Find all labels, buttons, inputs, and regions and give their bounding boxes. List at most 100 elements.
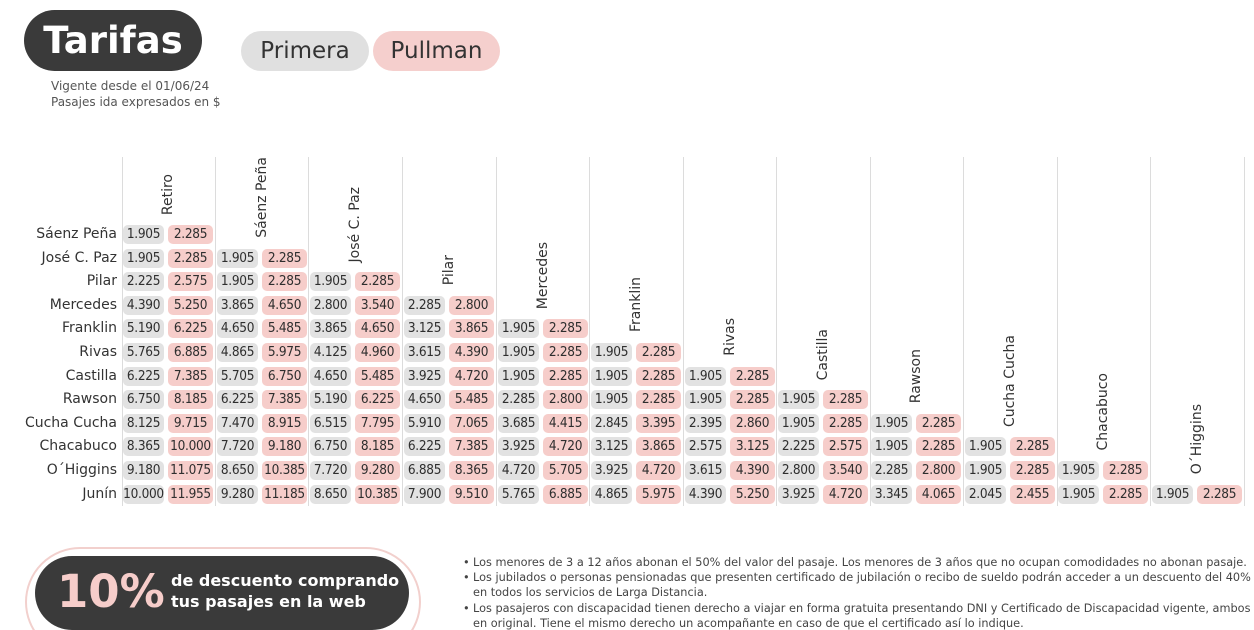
note-item: Los menores de 3 a 12 años abonan el 50%… [463,555,1253,570]
fare-primera: 1.905 [498,366,539,386]
column-divider [1244,157,1245,506]
column-header-label: Castilla [815,328,831,380]
fare-primera: 3.925 [404,366,445,386]
fare-primera: 4.390 [123,295,164,315]
fare-pullman: 2.285 [1010,437,1055,457]
promo-percent: 10% [57,565,165,618]
fare-pullman: 2.285 [730,366,775,386]
fare-pullman: 2.285 [262,272,307,292]
promo-line-2: tus pasajes en la web [171,592,366,611]
fare-pullman: 4.650 [262,295,307,315]
fare-pullman: 6.225 [355,390,400,410]
units-note: Pasajes ida expresados en $ [51,95,221,109]
fare-primera: 3.615 [685,461,726,480]
page-title: Tarifas [24,10,202,71]
column-header-label: José C. Paz [347,186,363,262]
fare-pullman: 2.800 [916,461,961,480]
fare-pullman: 9.510 [449,484,494,504]
fare-primera: 2.285 [404,295,445,315]
fare-pullman: 2.285 [1103,461,1148,480]
fare-pullman: 10.385 [355,484,400,504]
row-label: O´Higgins [46,462,117,478]
promo-banner [35,556,409,630]
fare-pullman: 2.285 [168,248,213,268]
fare-pullman: 8.185 [168,390,213,410]
fare-pullman: 4.960 [355,343,400,362]
note-item: Los jubilados o personas pensionadas que… [463,570,1253,600]
fare-primera: 4.865 [217,343,258,362]
column-header: Rivas [718,216,742,356]
fare-primera: 3.865 [217,295,258,315]
fare-primera: 4.650 [404,390,445,410]
row-label: Sáenz Peña [36,226,117,242]
fare-pullman: 2.800 [543,390,588,410]
column-header: Castilla [811,240,835,380]
valid-from-text: Vigente desde el 01/06/24 [51,79,210,93]
fare-primera: 2.800 [778,461,819,480]
fare-primera: 5.765 [123,343,164,362]
fare-pullman: 11.075 [168,461,213,480]
column-header: José C. Paz [343,122,367,262]
fare-pullman: 4.720 [636,461,681,480]
fare-primera: 3.125 [404,319,445,339]
fare-pullman: 7.385 [262,390,307,410]
column-header-label: Pilar [441,254,457,285]
fare-primera: 2.575 [685,437,726,457]
fare-pullman: 4.415 [543,413,588,433]
fare-primera: 9.280 [217,484,258,504]
fare-pullman: 3.540 [823,461,868,480]
column-divider [963,157,964,506]
column-header-label: Mercedes [535,241,551,309]
column-header: Mercedes [531,169,555,309]
fare-primera: 6.225 [217,390,258,410]
row-label: Cucha Cucha [24,414,117,431]
column-divider [776,157,777,506]
row-label: Mercedes [49,296,117,313]
fare-primera: 1.905 [871,413,912,433]
promo-line-1: de descuento comprando [171,571,400,590]
fare-pullman: 2.285 [916,413,961,433]
column-header-label: O´Higgins [1189,403,1205,474]
row-label: Franklin [61,320,117,337]
row-label: Rivas [79,344,117,360]
fare-primera: 1.905 [591,366,632,386]
fare-primera: 1.905 [217,248,258,268]
fare-primera: 1.905 [498,343,539,362]
fare-pullman: 10.385 [262,461,307,480]
fare-primera: 2.285 [498,390,539,410]
column-header-label: Chacabuco [1095,373,1111,451]
fare-primera: 2.045 [965,484,1006,504]
fare-pullman: 5.975 [262,343,307,362]
fare-pullman: 3.865 [636,437,681,457]
fare-primera: 1.905 [685,366,726,386]
column-header-label: Rawson [908,348,924,403]
fare-primera: 3.345 [871,484,912,504]
fare-primera: 8.125 [123,413,164,433]
fare-pullman: 7.385 [168,366,213,386]
column-header-label: Cucha Cucha [1002,334,1018,427]
fare-pullman: 4.650 [355,319,400,339]
fare-primera: 1.905 [778,413,819,433]
fare-primera: 4.865 [591,484,632,504]
fare-primera: 7.720 [310,461,351,480]
row-label: Junín [82,485,117,502]
column-header: Retiro [156,75,180,215]
fare-pullman: 6.750 [262,366,307,386]
fare-primera: 1.905 [310,272,351,292]
fare-primera: 4.125 [310,343,351,362]
fare-primera: 4.650 [310,366,351,386]
row-label: Pilar [86,273,117,290]
fare-primera: 2.285 [871,461,912,480]
column-header: O´Higgins [1185,334,1209,474]
column-header-label: Retiro [160,173,176,215]
fare-pullman: 2.285 [543,343,588,362]
column-header: Franklin [624,192,648,332]
column-header-label: Franklin [628,276,644,332]
fare-pullman: 11.955 [168,484,213,504]
fare-pullman: 7.385 [449,437,494,457]
fare-pullman: 2.285 [355,272,400,292]
fare-pullman: 9.715 [168,413,213,433]
row-label: Chacabuco [39,438,117,455]
fare-pullman: 5.485 [449,390,494,410]
fare-pullman: 5.250 [730,484,775,504]
